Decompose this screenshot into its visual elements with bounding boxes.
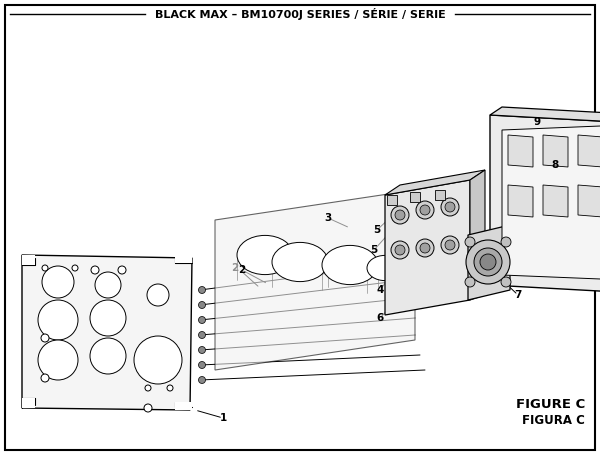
Circle shape bbox=[199, 362, 205, 369]
Text: 4: 4 bbox=[376, 285, 383, 295]
Circle shape bbox=[445, 240, 455, 250]
Ellipse shape bbox=[367, 255, 403, 281]
Text: 8: 8 bbox=[551, 160, 559, 170]
Text: 9: 9 bbox=[533, 117, 541, 127]
Text: FIGURA C: FIGURA C bbox=[522, 414, 585, 426]
Circle shape bbox=[167, 385, 173, 391]
Circle shape bbox=[445, 202, 455, 212]
Circle shape bbox=[199, 317, 205, 324]
Circle shape bbox=[416, 201, 434, 219]
Circle shape bbox=[441, 236, 459, 254]
Circle shape bbox=[389, 274, 401, 286]
Polygon shape bbox=[508, 185, 533, 217]
Polygon shape bbox=[490, 107, 600, 123]
Circle shape bbox=[41, 334, 49, 342]
Polygon shape bbox=[22, 398, 35, 408]
Ellipse shape bbox=[272, 243, 328, 282]
Circle shape bbox=[118, 266, 126, 274]
Circle shape bbox=[420, 205, 430, 215]
Circle shape bbox=[147, 284, 169, 306]
Polygon shape bbox=[502, 125, 600, 280]
Text: 3: 3 bbox=[325, 213, 332, 223]
Circle shape bbox=[441, 198, 459, 216]
Circle shape bbox=[199, 287, 205, 293]
FancyBboxPatch shape bbox=[5, 5, 595, 450]
Circle shape bbox=[391, 241, 409, 259]
Circle shape bbox=[465, 237, 475, 247]
Circle shape bbox=[42, 265, 48, 271]
Text: 1: 1 bbox=[220, 413, 227, 423]
Polygon shape bbox=[490, 115, 600, 293]
Circle shape bbox=[199, 347, 205, 354]
Circle shape bbox=[41, 374, 49, 382]
Ellipse shape bbox=[237, 235, 293, 275]
Polygon shape bbox=[468, 225, 510, 300]
Circle shape bbox=[501, 237, 511, 247]
Circle shape bbox=[90, 338, 126, 374]
Circle shape bbox=[134, 336, 182, 384]
Text: BLACK MAX – BM10700J SERIES / SÉRIE / SERIE: BLACK MAX – BM10700J SERIES / SÉRIE / SE… bbox=[155, 8, 445, 20]
Circle shape bbox=[501, 277, 511, 287]
Polygon shape bbox=[387, 195, 397, 205]
Polygon shape bbox=[543, 185, 568, 217]
Circle shape bbox=[42, 266, 74, 298]
Polygon shape bbox=[578, 135, 600, 167]
Circle shape bbox=[480, 254, 496, 270]
Text: 2: 2 bbox=[231, 263, 238, 273]
Text: 5: 5 bbox=[373, 225, 380, 235]
Circle shape bbox=[420, 243, 430, 253]
Polygon shape bbox=[435, 190, 445, 200]
Circle shape bbox=[391, 206, 409, 224]
Circle shape bbox=[199, 332, 205, 339]
Polygon shape bbox=[22, 255, 35, 265]
Circle shape bbox=[465, 277, 475, 287]
Circle shape bbox=[38, 340, 78, 380]
Polygon shape bbox=[470, 170, 485, 300]
Circle shape bbox=[416, 239, 434, 257]
Polygon shape bbox=[175, 255, 192, 263]
Circle shape bbox=[199, 376, 205, 384]
Circle shape bbox=[91, 266, 99, 274]
Ellipse shape bbox=[322, 245, 378, 284]
Text: 7: 7 bbox=[514, 290, 521, 300]
Polygon shape bbox=[385, 170, 485, 195]
Polygon shape bbox=[410, 192, 420, 202]
Circle shape bbox=[474, 248, 502, 276]
Circle shape bbox=[95, 272, 121, 298]
Circle shape bbox=[38, 300, 78, 340]
Text: FIGURE C: FIGURE C bbox=[516, 399, 585, 411]
Circle shape bbox=[90, 300, 126, 336]
Circle shape bbox=[199, 302, 205, 308]
Circle shape bbox=[395, 210, 405, 220]
Circle shape bbox=[144, 404, 152, 412]
Text: 6: 6 bbox=[376, 313, 383, 323]
Polygon shape bbox=[508, 135, 533, 167]
Polygon shape bbox=[215, 190, 415, 370]
Polygon shape bbox=[175, 402, 192, 410]
Polygon shape bbox=[578, 185, 600, 217]
Text: 5: 5 bbox=[370, 245, 377, 255]
Circle shape bbox=[145, 385, 151, 391]
Text: 2: 2 bbox=[238, 265, 245, 275]
Polygon shape bbox=[385, 180, 470, 315]
Circle shape bbox=[395, 245, 405, 255]
Circle shape bbox=[466, 240, 510, 284]
Circle shape bbox=[72, 265, 78, 271]
Polygon shape bbox=[543, 135, 568, 167]
Polygon shape bbox=[22, 255, 192, 410]
